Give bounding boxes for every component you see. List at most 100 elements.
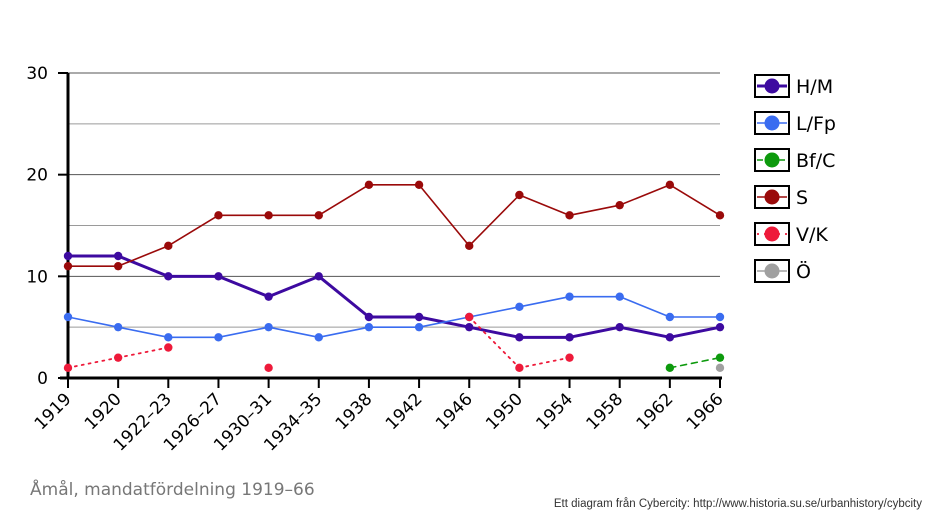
data-point [715,363,725,373]
data-point [164,343,173,352]
data-point [465,322,474,332]
data-point [615,292,624,301]
legend-marker [764,78,780,94]
data-point [63,312,73,322]
data-point [615,322,624,332]
data-point [414,180,424,190]
series-segment [67,356,120,369]
data-point [214,272,223,281]
x-tick-label: 1920 [81,389,126,434]
series-segment [418,316,471,328]
series-segment [518,356,571,369]
x-tick-label: 1958 [582,389,627,434]
series-segment [669,184,721,217]
series-segment [117,326,170,339]
x-tick-label: 1966 [683,389,728,434]
y-tick-label: 10 [26,267,48,287]
data-point [665,312,675,322]
x-tick-label: 1962 [633,389,678,434]
x-tick-label: 1942 [382,389,427,434]
x-tick-label: 1946 [432,389,477,434]
series-2 [665,353,725,373]
data-point [113,251,123,261]
data-point [63,363,73,373]
series-segment [116,254,170,278]
y-tick-label: 0 [37,369,48,389]
data-point [565,211,574,220]
legend-marker [764,226,780,242]
series-segment [317,274,371,319]
credit-text: Ett diagram från Cybercity: http://www.h… [554,498,922,510]
data-point [364,322,374,332]
data-point [615,200,624,210]
data-point [565,353,574,362]
series-segment [317,184,370,217]
x-tick-label: 1938 [332,389,377,434]
series-1 [63,292,725,342]
series-segment [669,356,721,369]
legend-item: S [754,185,808,209]
x-tick-label: 1950 [482,389,527,434]
data-point [113,353,123,362]
series-segment [518,194,571,217]
series-segment [167,214,220,247]
grid [68,72,720,328]
series-segment [467,325,521,339]
legend-label: Bf/C [796,150,835,172]
data-point [164,272,173,281]
series-segment [117,245,170,267]
data-point [414,312,424,322]
data-point [515,363,524,373]
legend-marker [764,263,780,279]
data-point [214,211,223,220]
series-4 [63,312,574,373]
series-0 [63,251,725,342]
data-point [715,353,725,362]
data-point [113,322,123,332]
data-point [314,272,323,281]
data-point [314,211,323,220]
legend-label: Ö [796,260,811,283]
data-point [164,241,173,251]
chart-title: Åmål, mandatfördelning 1919–66 [30,478,315,500]
series-segment [468,316,521,369]
data-point [63,251,73,261]
y-tick-label: 30 [26,64,48,84]
x-tick-label: 1954 [532,389,577,434]
series-5 [715,363,725,373]
series-segment [216,274,271,299]
series-segment [468,194,521,247]
data-point [264,211,273,220]
data-point [515,302,524,312]
series-segment [618,325,672,339]
legend-label: L/Fp [796,113,836,135]
series-segment [267,326,320,339]
data-point [164,333,173,342]
data-point [565,333,574,342]
legend-label: V/K [796,224,828,246]
data-point [565,292,574,301]
data-point [665,333,675,342]
series-lines [63,180,725,373]
data-point [665,180,675,190]
y-tick-labels: 0 10 20 30 [26,64,48,389]
data-point [214,333,223,342]
series-segment [568,325,622,339]
y-tick-label: 20 [26,166,48,186]
series-segment [267,274,321,299]
series-segment [317,326,370,339]
data-point [264,322,273,332]
data-point [715,211,725,220]
data-point [465,312,474,322]
legend-label: H/M [796,76,833,98]
data-point [665,363,675,373]
legend: H/M L/Fp Bf/C S V/K Ö [754,74,836,283]
series-segment [568,204,621,217]
data-point [314,333,323,342]
legend-marker [764,115,780,131]
series-segment [618,184,671,206]
series-segment [67,316,119,328]
data-point [465,241,474,251]
